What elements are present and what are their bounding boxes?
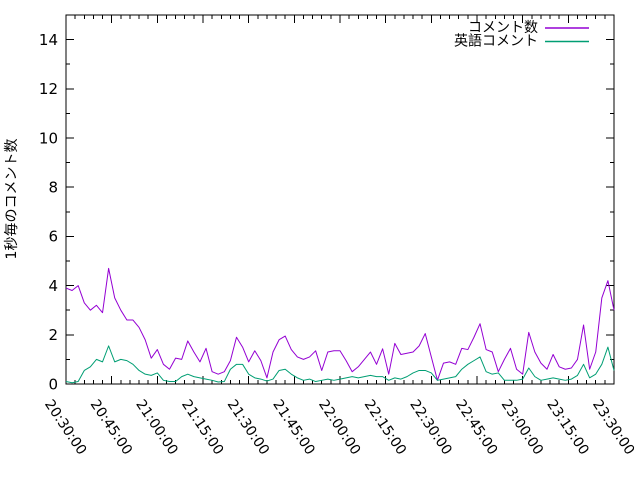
y-tick-label: 0 xyxy=(48,375,58,393)
y-tick-label: 10 xyxy=(39,129,58,147)
legend-label-comments: コメント数 xyxy=(468,20,538,36)
y-tick-label: 4 xyxy=(48,277,58,295)
axis-ticks xyxy=(65,15,615,385)
y-axis-title: 1秒毎のコメント数 xyxy=(4,139,20,260)
y-tick-label: 12 xyxy=(39,80,58,98)
legend-label-english-comments: 英語コメント xyxy=(454,33,538,50)
y-tick-label: 6 xyxy=(48,228,58,246)
series-line-english-comments xyxy=(65,345,615,384)
y-tick-label: 14 xyxy=(39,31,58,49)
series-line-comments xyxy=(65,267,615,381)
y-tick-label: 2 xyxy=(48,326,58,344)
y-tick-label: 8 xyxy=(48,178,58,196)
